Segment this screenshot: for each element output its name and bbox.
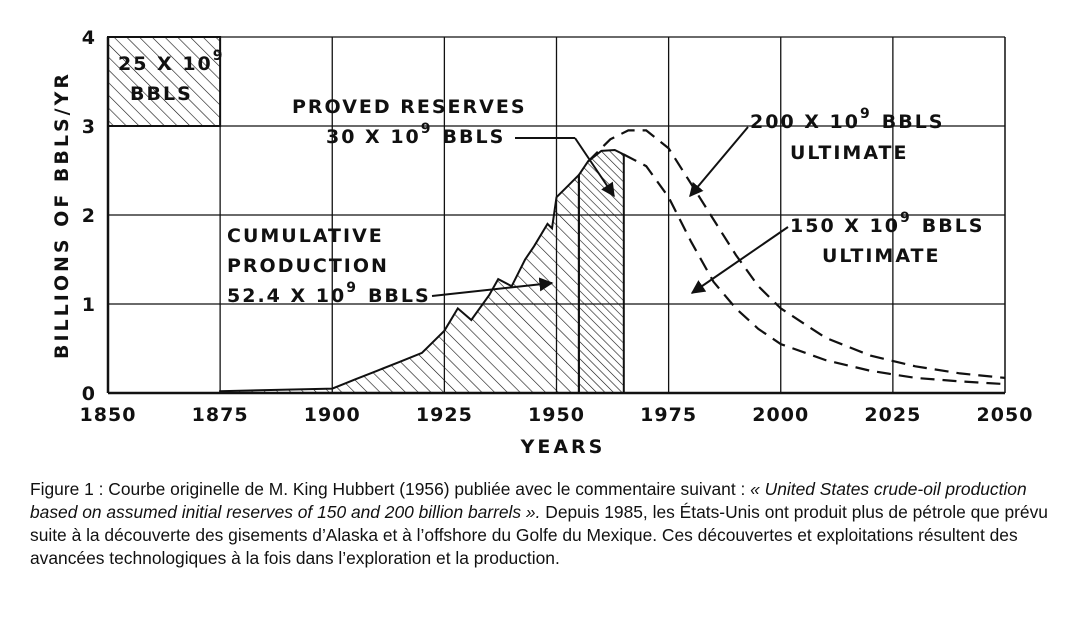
cumulative-arrow	[431, 277, 554, 297]
figure-caption: Figure 1 : Courbe originelle de M. King …	[30, 478, 1060, 570]
y-tick-labels: 0 1 2 3 4	[82, 27, 96, 405]
ultimate-150-label: 150 X 109 BBLS	[790, 210, 985, 237]
x-tick-1925: 1925	[416, 404, 473, 426]
y-axis-label: BILLIONS OF BBLS/YR	[51, 71, 73, 359]
proved-reserves-label: PROVED RESERVES	[292, 96, 527, 118]
hubbert-chart: 1850 1875 1900 1925 1950 1975 2000 2025 2050 0 1 2…	[51, 27, 1034, 458]
inset-box-25-bbls	[107, 36, 222, 127]
x-tick-1875: 1875	[192, 404, 249, 426]
x-tick-1975: 1975	[640, 404, 697, 426]
proved-arrow	[574, 137, 615, 198]
forecast-curve-2	[623, 153, 1006, 386]
inset-label-line1: 25 X 109	[118, 48, 225, 75]
x-tick-1900: 1900	[304, 404, 361, 426]
proved-reserves-area	[577, 148, 625, 394]
forecast-curves	[587, 129, 1006, 386]
ultimate-150-arrow	[690, 226, 789, 294]
cumulative-production-area	[219, 172, 580, 394]
x-tick-1950: 1950	[528, 404, 585, 426]
ultimate-200-word: ULTIMATE	[790, 142, 909, 164]
y-tick-2: 2	[82, 205, 96, 227]
proved-reserves-amount: 30 X 109 BBLS	[326, 121, 505, 148]
caption-quote: « United States crude-oil production bas…	[30, 479, 1027, 522]
x-tick-2000: 2000	[752, 404, 809, 426]
cumulative-label-line2: PRODUCTION	[227, 255, 389, 277]
ultimate-200-arrow	[689, 126, 749, 198]
x-tick-2050: 2050	[977, 404, 1034, 426]
y-tick-4: 4	[82, 27, 96, 49]
y-tick-1: 1	[82, 294, 96, 316]
inset-label-line2: BBLS	[130, 83, 193, 105]
x-tick-2025: 2025	[864, 404, 921, 426]
cumulative-label-line1: CUMULATIVE	[227, 225, 384, 247]
x-tick-1850: 1850	[80, 404, 137, 426]
ultimate-150-word: ULTIMATE	[822, 245, 941, 267]
forecast-curve-3	[587, 129, 1006, 379]
ultimate-200-label: 200 X 109 BBLS	[750, 106, 945, 133]
cumulative-amount: 52.4 X 109 BBLS	[227, 280, 431, 307]
production-areas	[219, 148, 625, 394]
caption-intro: Figure 1 : Courbe originelle de M. King …	[30, 479, 751, 499]
y-tick-3: 3	[82, 116, 96, 138]
caption-body: Depuis 1985, les États-Unis ont produit …	[30, 502, 1048, 568]
x-axis-label: YEARS	[520, 436, 606, 458]
x-tick-labels: 1850 1875 1900 1925 1950 1975 2000 2025 2050	[80, 404, 1034, 426]
y-tick-0: 0	[82, 383, 96, 405]
plot-frame	[106, 37, 1006, 395]
